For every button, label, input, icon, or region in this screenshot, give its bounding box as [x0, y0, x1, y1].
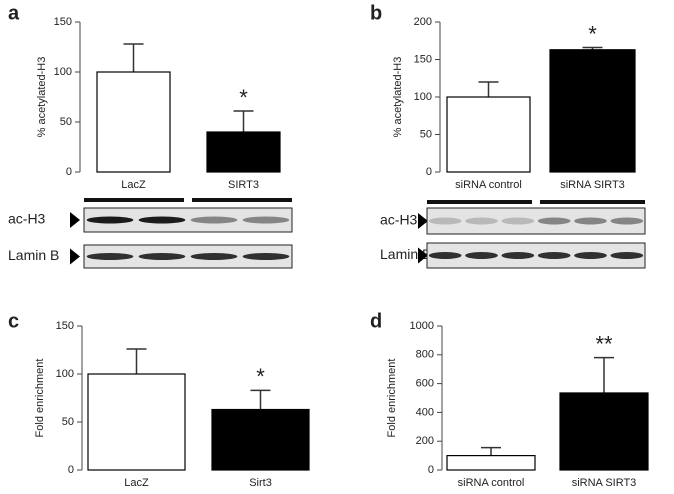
- x-tick-label: SIRT3: [228, 179, 259, 191]
- lane-group-line: [84, 198, 184, 202]
- blot-band: [242, 216, 290, 224]
- blot-frame: [426, 207, 646, 235]
- blot-frame: [83, 207, 293, 233]
- bar: [446, 96, 531, 173]
- blot-label: ac-H3: [380, 212, 418, 228]
- blot-label: ac-H3: [8, 211, 46, 227]
- x-tick-label: siRNA SIRT3: [572, 477, 637, 489]
- x-tick-label: siRNA control: [458, 477, 525, 489]
- y-tick-label: 150: [56, 320, 74, 332]
- blot-band: [537, 252, 571, 259]
- blot-band: [501, 252, 535, 259]
- blot-band: [138, 216, 186, 224]
- x-tick-label: siRNA SIRT3: [560, 179, 625, 191]
- y-tick-label: 0: [68, 464, 74, 476]
- y-tick-label: 50: [60, 116, 72, 128]
- blot-band: [465, 252, 498, 259]
- y-axis-label: % acetylated-H3: [392, 57, 404, 138]
- bar: [559, 392, 649, 471]
- y-tick-label: 150: [54, 16, 72, 28]
- bar: [446, 455, 536, 471]
- y-tick-label: 0: [66, 166, 72, 178]
- y-tick-label: 200: [416, 435, 434, 447]
- lane-group-line: [192, 198, 292, 202]
- y-tick-label: 200: [414, 16, 432, 28]
- blot-arrow: [70, 248, 80, 265]
- lane-group-line: [427, 200, 532, 204]
- y-tick-label: 50: [420, 128, 432, 140]
- y-tick-label: 0: [428, 464, 434, 476]
- blot-band: [428, 217, 462, 225]
- blot-band: [86, 216, 134, 224]
- significance: **: [595, 331, 613, 356]
- y-tick-label: 800: [416, 349, 434, 361]
- y-tick-label: 100: [56, 368, 74, 380]
- blot-band: [574, 252, 607, 259]
- y-tick-label: 50: [62, 416, 74, 428]
- y-tick-label: 400: [416, 406, 434, 418]
- bar: [206, 131, 281, 173]
- blot-band: [537, 217, 571, 225]
- blot-band: [501, 217, 535, 225]
- blot-band: [610, 217, 644, 225]
- y-tick-label: 1000: [410, 320, 434, 332]
- blot-band: [465, 217, 498, 225]
- bar: [549, 49, 636, 173]
- y-tick-label: 150: [414, 53, 432, 65]
- blot-band: [86, 253, 134, 260]
- significance: *: [239, 85, 248, 110]
- y-tick-label: 0: [426, 166, 432, 178]
- x-tick-label: Sirt3: [249, 477, 272, 489]
- panel-letter: d: [370, 310, 382, 332]
- panel-letter: b: [370, 2, 382, 24]
- blot-arrow: [70, 212, 80, 228]
- y-axis-label: Fold enrichment: [34, 359, 46, 438]
- blot-band: [138, 253, 186, 260]
- blot-band: [190, 216, 238, 224]
- y-tick-label: 100: [414, 91, 432, 103]
- significance: *: [256, 364, 265, 389]
- x-tick-label: LacZ: [121, 179, 146, 191]
- blot-band: [242, 253, 290, 260]
- bar: [211, 408, 310, 471]
- significance: *: [588, 21, 597, 46]
- bar: [87, 373, 186, 471]
- panel-letter: a: [8, 2, 20, 24]
- blot-frame: [426, 242, 646, 269]
- panel-letter: c: [8, 310, 19, 332]
- lane-group-line: [540, 200, 645, 204]
- blot-band: [610, 252, 644, 259]
- blot-band: [428, 252, 462, 259]
- blot-arrow: [418, 247, 428, 264]
- blot-band: [574, 217, 607, 225]
- y-tick-label: 100: [54, 66, 72, 78]
- blot-band: [190, 253, 238, 260]
- y-axis-label: % acetylated-H3: [36, 57, 48, 138]
- blot-label: Lamin B: [8, 247, 59, 263]
- y-tick-label: 600: [416, 378, 434, 390]
- x-tick-label: LacZ: [124, 477, 149, 489]
- bar: [96, 71, 171, 173]
- y-axis-label: Fold enrichment: [386, 359, 398, 438]
- blot-frame: [83, 244, 293, 269]
- x-tick-label: siRNA control: [455, 179, 522, 191]
- blot-arrow: [418, 213, 428, 229]
